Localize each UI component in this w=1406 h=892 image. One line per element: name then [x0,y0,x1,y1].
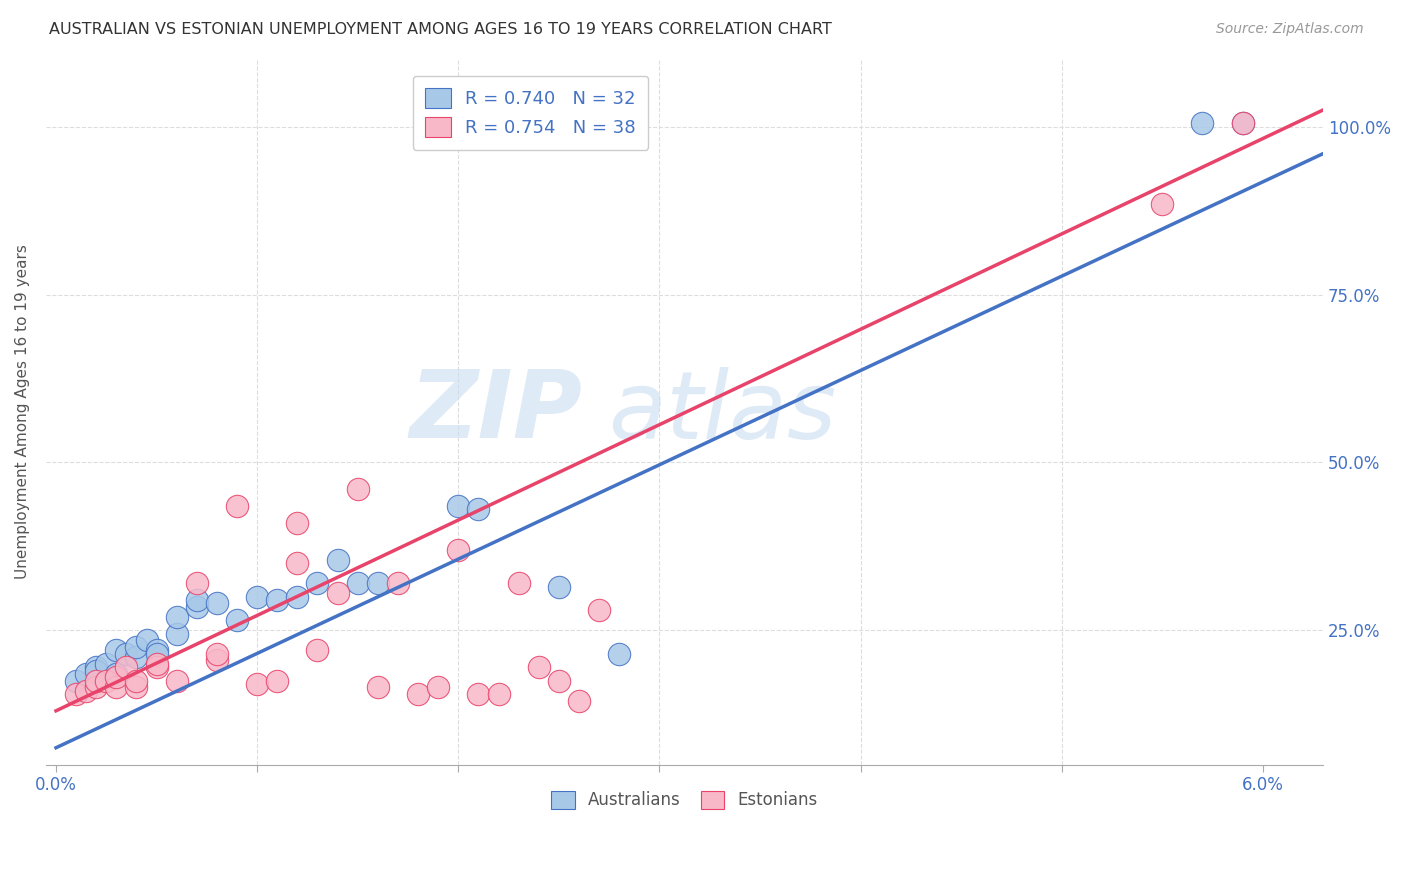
Point [145,657,167,671]
Point [125,681,148,695]
Point [96,673,118,688]
Point [346,576,368,591]
Point [367,576,389,591]
Point [84,660,107,674]
Point [65,673,87,688]
Point [266,673,288,688]
Point [266,593,288,607]
Point [166,609,188,624]
Point [145,643,167,657]
Point [246,677,269,691]
Point [205,653,228,667]
Point [1152,197,1174,211]
Point [84,681,107,695]
Point [135,633,157,648]
Point [588,603,610,617]
Point [75,666,97,681]
Point [326,586,349,600]
Point [205,596,228,610]
Legend: Australians, Estonians: Australians, Estonians [544,784,824,816]
Point [427,681,450,695]
Point [287,590,309,604]
Point [84,673,107,688]
Point [346,482,368,496]
Text: atlas: atlas [607,367,837,458]
Point [84,664,107,678]
Point [387,576,409,591]
Point [105,670,128,684]
Point [96,657,118,671]
Point [607,647,630,661]
Point [145,660,167,674]
Point [1232,116,1254,130]
Point [205,647,228,661]
Text: ZIP: ZIP [409,366,582,458]
Point [307,643,329,657]
Point [447,542,470,557]
Point [186,593,208,607]
Point [105,681,128,695]
Point [406,687,429,701]
Point [105,666,128,681]
Point [527,660,550,674]
Point [125,640,148,654]
Point [125,650,148,665]
Point [75,683,97,698]
Point [226,499,249,513]
Point [367,681,389,695]
Point [508,576,530,591]
Point [246,590,269,604]
Point [488,687,510,701]
Point [65,687,87,701]
Text: Source: ZipAtlas.com: Source: ZipAtlas.com [1216,22,1364,37]
Point [568,694,591,708]
Text: AUSTRALIAN VS ESTONIAN UNEMPLOYMENT AMONG AGES 16 TO 19 YEARS CORRELATION CHART: AUSTRALIAN VS ESTONIAN UNEMPLOYMENT AMON… [49,22,832,37]
Point [125,673,148,688]
Point [166,626,188,640]
Point [1191,116,1213,130]
Point [186,576,208,591]
Point [105,643,128,657]
Point [166,673,188,688]
Point [226,613,249,627]
Point [547,673,569,688]
Point [467,502,489,516]
Point [1232,116,1254,130]
Point [287,516,309,530]
Point [287,556,309,570]
Point [307,576,329,591]
Point [115,660,138,674]
Point [186,599,208,614]
Y-axis label: Unemployment Among Ages 16 to 19 years: Unemployment Among Ages 16 to 19 years [15,244,30,580]
Point [115,647,138,661]
Point [145,647,167,661]
Point [467,687,489,701]
Point [447,499,470,513]
Point [326,553,349,567]
Point [547,580,569,594]
